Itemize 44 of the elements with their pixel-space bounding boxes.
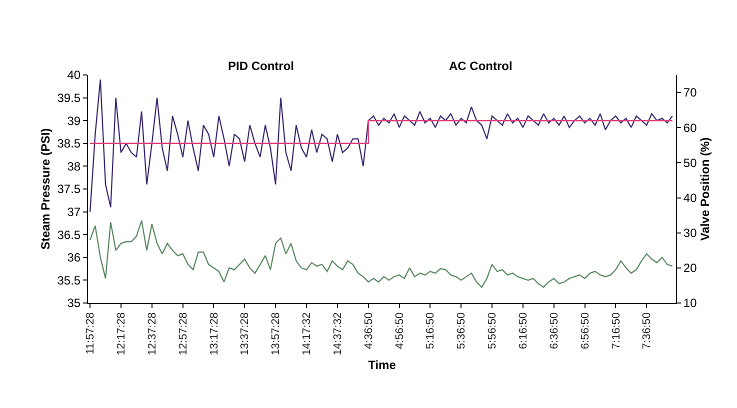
- y2-tick-label: 30: [683, 226, 698, 240]
- x-tick-label: 5:16:50: [424, 312, 437, 350]
- y-tick-label: 40: [67, 68, 81, 82]
- y2-tick-label: 50: [683, 156, 698, 170]
- y-tick-label: 35.5: [57, 273, 81, 288]
- y-tick-label: 37: [67, 205, 81, 219]
- x-tick-label: 12:57:28: [177, 312, 190, 356]
- y2-tick-label: 70: [683, 86, 698, 100]
- x-tick-label: 6:16:50: [518, 312, 530, 350]
- x-tick-label: 13:37:28: [239, 312, 252, 356]
- x-tick-label: 4:36:50: [362, 312, 375, 350]
- x-tick-label: 4:56:50: [394, 312, 406, 350]
- text: PID Control: [228, 59, 294, 73]
- x-tick-label: 7:36:50: [641, 312, 654, 350]
- y-tick-label: 39: [67, 114, 81, 128]
- y-tick-label: 39.5: [57, 91, 81, 105]
- y-axis-title: Steam Pressure (PSI): [38, 128, 53, 250]
- x-tick-label: 14:17:32: [301, 312, 314, 356]
- x-axis-title: Time: [368, 358, 396, 372]
- y2-axis-title: Valve Position (%): [698, 137, 712, 241]
- y2-tick-label: 60: [683, 120, 698, 135]
- x-tick-label: 5:56:50: [486, 312, 499, 350]
- x-tick-label: 13:17:28: [208, 312, 220, 356]
- y2-tick-label: 20: [683, 261, 698, 276]
- text: AC Control: [449, 59, 512, 73]
- x-tick-label: 12:17:28: [116, 312, 128, 356]
- y-tick-label: 38: [67, 159, 81, 174]
- x-tick-label: 7:16:50: [610, 312, 622, 350]
- x-tick-label: 6:36:50: [548, 312, 560, 350]
- y-tick-label: 38.5: [57, 136, 81, 151]
- line-series: [89, 220, 673, 288]
- y-tick-label: 36: [67, 250, 81, 265]
- x-tick-label: 6:56:50: [579, 312, 592, 350]
- x-tick-label: 5:36:50: [456, 312, 468, 350]
- y-tick-label: 37.5: [57, 182, 81, 196]
- x-tick-label: 13:57:28: [270, 312, 282, 356]
- x-tick-label: 12:37:28: [146, 312, 158, 356]
- y-tick-label: 36.5: [57, 228, 81, 242]
- y-tick-label: 35: [67, 296, 81, 310]
- line-series: [89, 78, 673, 212]
- y2-tick-label: 40: [683, 190, 698, 205]
- y2-tick-label: 10: [683, 296, 698, 310]
- x-tick-label: 11:57:28: [84, 312, 97, 354]
- x-tick-label: 14:37:32: [332, 312, 344, 356]
